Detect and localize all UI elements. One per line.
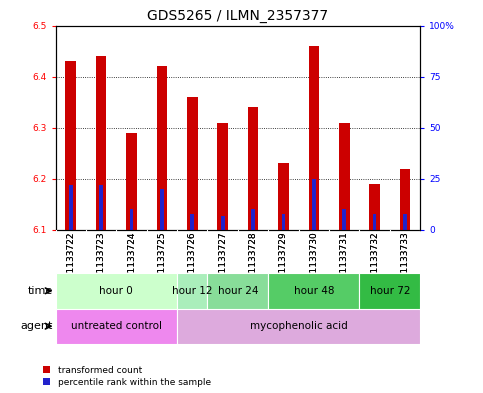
Text: GSM1133728: GSM1133728 bbox=[249, 231, 257, 292]
Bar bbox=[69, 185, 72, 230]
Bar bbox=[359, 273, 420, 309]
Text: GSM1133730: GSM1133730 bbox=[309, 231, 318, 292]
Text: GSM1133724: GSM1133724 bbox=[127, 231, 136, 292]
Text: hour 72: hour 72 bbox=[369, 286, 410, 296]
Bar bbox=[56, 309, 177, 344]
Bar bbox=[177, 273, 208, 309]
Text: GSM1133729: GSM1133729 bbox=[279, 231, 288, 292]
Bar bbox=[208, 273, 268, 309]
Bar bbox=[282, 213, 285, 230]
Text: hour 0: hour 0 bbox=[99, 286, 133, 296]
Bar bbox=[369, 184, 380, 230]
Bar bbox=[251, 209, 255, 230]
Text: GSM1133727: GSM1133727 bbox=[218, 231, 227, 292]
Bar bbox=[248, 107, 258, 230]
Text: untreated control: untreated control bbox=[71, 321, 162, 331]
Bar bbox=[217, 123, 228, 230]
Bar bbox=[99, 185, 103, 230]
Legend: transformed count, percentile rank within the sample: transformed count, percentile rank withi… bbox=[43, 366, 211, 387]
Text: hour 24: hour 24 bbox=[218, 286, 258, 296]
Text: GSM1133725: GSM1133725 bbox=[157, 231, 167, 292]
Text: hour 12: hour 12 bbox=[172, 286, 213, 296]
Text: GSM1133726: GSM1133726 bbox=[188, 231, 197, 292]
Bar bbox=[96, 56, 106, 230]
Title: GDS5265 / ILMN_2357377: GDS5265 / ILMN_2357377 bbox=[147, 9, 328, 23]
Bar bbox=[339, 123, 350, 230]
Bar bbox=[187, 97, 198, 230]
Bar bbox=[268, 273, 359, 309]
Bar bbox=[278, 163, 289, 230]
Bar bbox=[56, 273, 177, 309]
Bar bbox=[126, 133, 137, 230]
Bar bbox=[65, 61, 76, 230]
Bar bbox=[400, 169, 411, 230]
Bar bbox=[156, 66, 167, 230]
Bar bbox=[190, 213, 194, 230]
Bar bbox=[373, 213, 376, 230]
Text: GSM1133723: GSM1133723 bbox=[97, 231, 106, 292]
Bar bbox=[403, 213, 407, 230]
Text: GSM1133732: GSM1133732 bbox=[370, 231, 379, 292]
Text: hour 48: hour 48 bbox=[294, 286, 334, 296]
Bar bbox=[177, 309, 420, 344]
Text: time: time bbox=[28, 286, 53, 296]
Bar bbox=[130, 209, 133, 230]
Bar bbox=[342, 209, 346, 230]
Text: agent: agent bbox=[21, 321, 53, 331]
Text: mycophenolic acid: mycophenolic acid bbox=[250, 321, 348, 331]
Bar bbox=[221, 216, 225, 230]
Bar bbox=[312, 179, 316, 230]
Text: GSM1133722: GSM1133722 bbox=[66, 231, 75, 292]
Bar bbox=[309, 46, 319, 230]
Text: GSM1133731: GSM1133731 bbox=[340, 231, 349, 292]
Text: GSM1133733: GSM1133733 bbox=[400, 231, 410, 292]
Bar bbox=[160, 189, 164, 230]
